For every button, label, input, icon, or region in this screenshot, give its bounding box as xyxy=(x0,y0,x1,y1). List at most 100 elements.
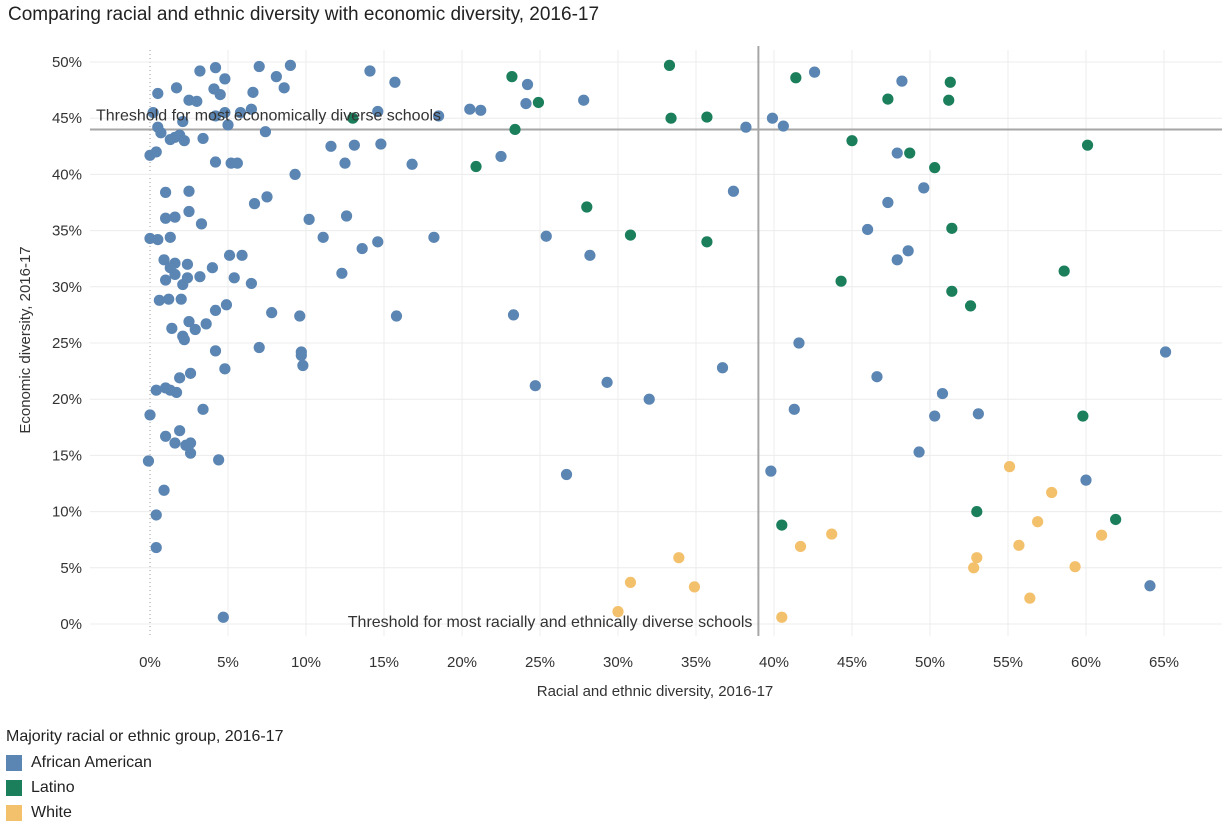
data-point xyxy=(794,540,807,553)
data-point xyxy=(643,393,655,405)
data-point xyxy=(169,268,181,281)
data-point xyxy=(765,465,777,477)
data-point xyxy=(150,384,162,396)
data-point xyxy=(220,299,233,311)
tick-labels: 0% 5% 10% 15% 20% 25% 30% 35% 40% 45% 50% 55% 60% 65%… xyxy=(52,54,1179,671)
data-point xyxy=(1058,265,1070,277)
data-point xyxy=(968,562,980,574)
data-point xyxy=(520,97,532,110)
data-point xyxy=(882,196,894,209)
data-point xyxy=(325,140,337,152)
data-point xyxy=(891,147,903,159)
data-point xyxy=(222,119,234,131)
data-point xyxy=(375,138,387,150)
data-point xyxy=(194,271,206,283)
data-point xyxy=(217,611,229,623)
legend-label: Latino xyxy=(31,778,75,796)
data-point xyxy=(178,334,190,346)
data-point xyxy=(166,322,178,334)
grid xyxy=(90,50,1222,636)
data-point xyxy=(918,182,930,194)
data-point xyxy=(183,185,195,197)
data-point xyxy=(144,409,156,421)
legend-swatch xyxy=(6,804,22,821)
data-point xyxy=(294,310,306,322)
data-point xyxy=(1046,486,1058,499)
data-point xyxy=(194,65,206,77)
data-point xyxy=(846,135,858,147)
data-point xyxy=(178,135,190,147)
data-point xyxy=(295,349,307,361)
data-point xyxy=(964,300,977,312)
data-point xyxy=(142,455,155,467)
data-point xyxy=(971,506,983,518)
data-point xyxy=(248,198,261,210)
x-tick-label: 30% xyxy=(603,654,633,671)
data-point xyxy=(1110,513,1122,526)
data-point xyxy=(209,62,222,74)
data-point xyxy=(259,126,272,138)
data-point xyxy=(532,96,545,109)
data-point xyxy=(181,258,194,270)
data-point xyxy=(219,363,231,375)
x-tick-label: 40% xyxy=(759,654,789,671)
data-point xyxy=(153,294,165,306)
data-point xyxy=(896,75,908,87)
data-point xyxy=(163,293,175,305)
x-tick-label: 20% xyxy=(447,654,477,671)
data-point xyxy=(197,403,209,415)
data-point xyxy=(160,430,172,442)
data-point xyxy=(929,162,941,174)
data-point xyxy=(793,337,805,349)
data-point xyxy=(234,106,247,119)
data-point xyxy=(862,223,874,236)
data-point xyxy=(971,552,983,564)
data-point xyxy=(247,86,259,98)
data-point xyxy=(152,233,164,246)
data-point xyxy=(521,78,534,91)
data-point xyxy=(464,103,476,115)
data-point xyxy=(191,95,203,107)
data-point xyxy=(175,293,187,305)
legend-swatch xyxy=(6,779,22,796)
y-tick-label: 15% xyxy=(52,447,82,464)
data-point xyxy=(701,111,713,123)
data-point xyxy=(209,156,222,168)
data-point xyxy=(776,519,788,531)
x-tick-label: 65% xyxy=(1149,654,1179,671)
data-point xyxy=(183,316,195,328)
x-tick-label: 60% xyxy=(1071,654,1101,671)
data-point xyxy=(245,103,257,115)
data-point xyxy=(1077,410,1089,422)
data-point xyxy=(209,304,222,317)
data-point xyxy=(197,132,209,145)
data-point xyxy=(174,425,186,437)
data-points xyxy=(142,59,1172,623)
data-point xyxy=(470,160,482,173)
data-point xyxy=(428,231,440,243)
data-point xyxy=(158,484,170,496)
data-point xyxy=(665,112,677,124)
data-point xyxy=(390,310,403,322)
data-point xyxy=(219,106,231,119)
data-point xyxy=(673,552,685,564)
y-tick-label: 40% xyxy=(52,166,82,183)
data-point xyxy=(317,231,329,243)
data-point xyxy=(871,371,883,383)
data-point xyxy=(1080,474,1092,486)
data-point xyxy=(688,581,701,593)
horizontal-threshold-label: Threshold for most economically diverse … xyxy=(96,107,441,124)
data-point xyxy=(790,72,802,84)
data-point xyxy=(372,236,384,248)
data-point xyxy=(261,191,273,203)
data-point xyxy=(150,146,162,158)
data-point xyxy=(766,112,779,124)
data-point xyxy=(206,262,218,274)
data-point xyxy=(200,318,212,330)
y-tick-label: 20% xyxy=(52,391,82,408)
data-point xyxy=(228,272,240,284)
data-point xyxy=(1032,516,1044,528)
data-point xyxy=(1003,461,1016,473)
x-tick-label: 0% xyxy=(139,654,161,671)
data-point xyxy=(913,446,925,458)
